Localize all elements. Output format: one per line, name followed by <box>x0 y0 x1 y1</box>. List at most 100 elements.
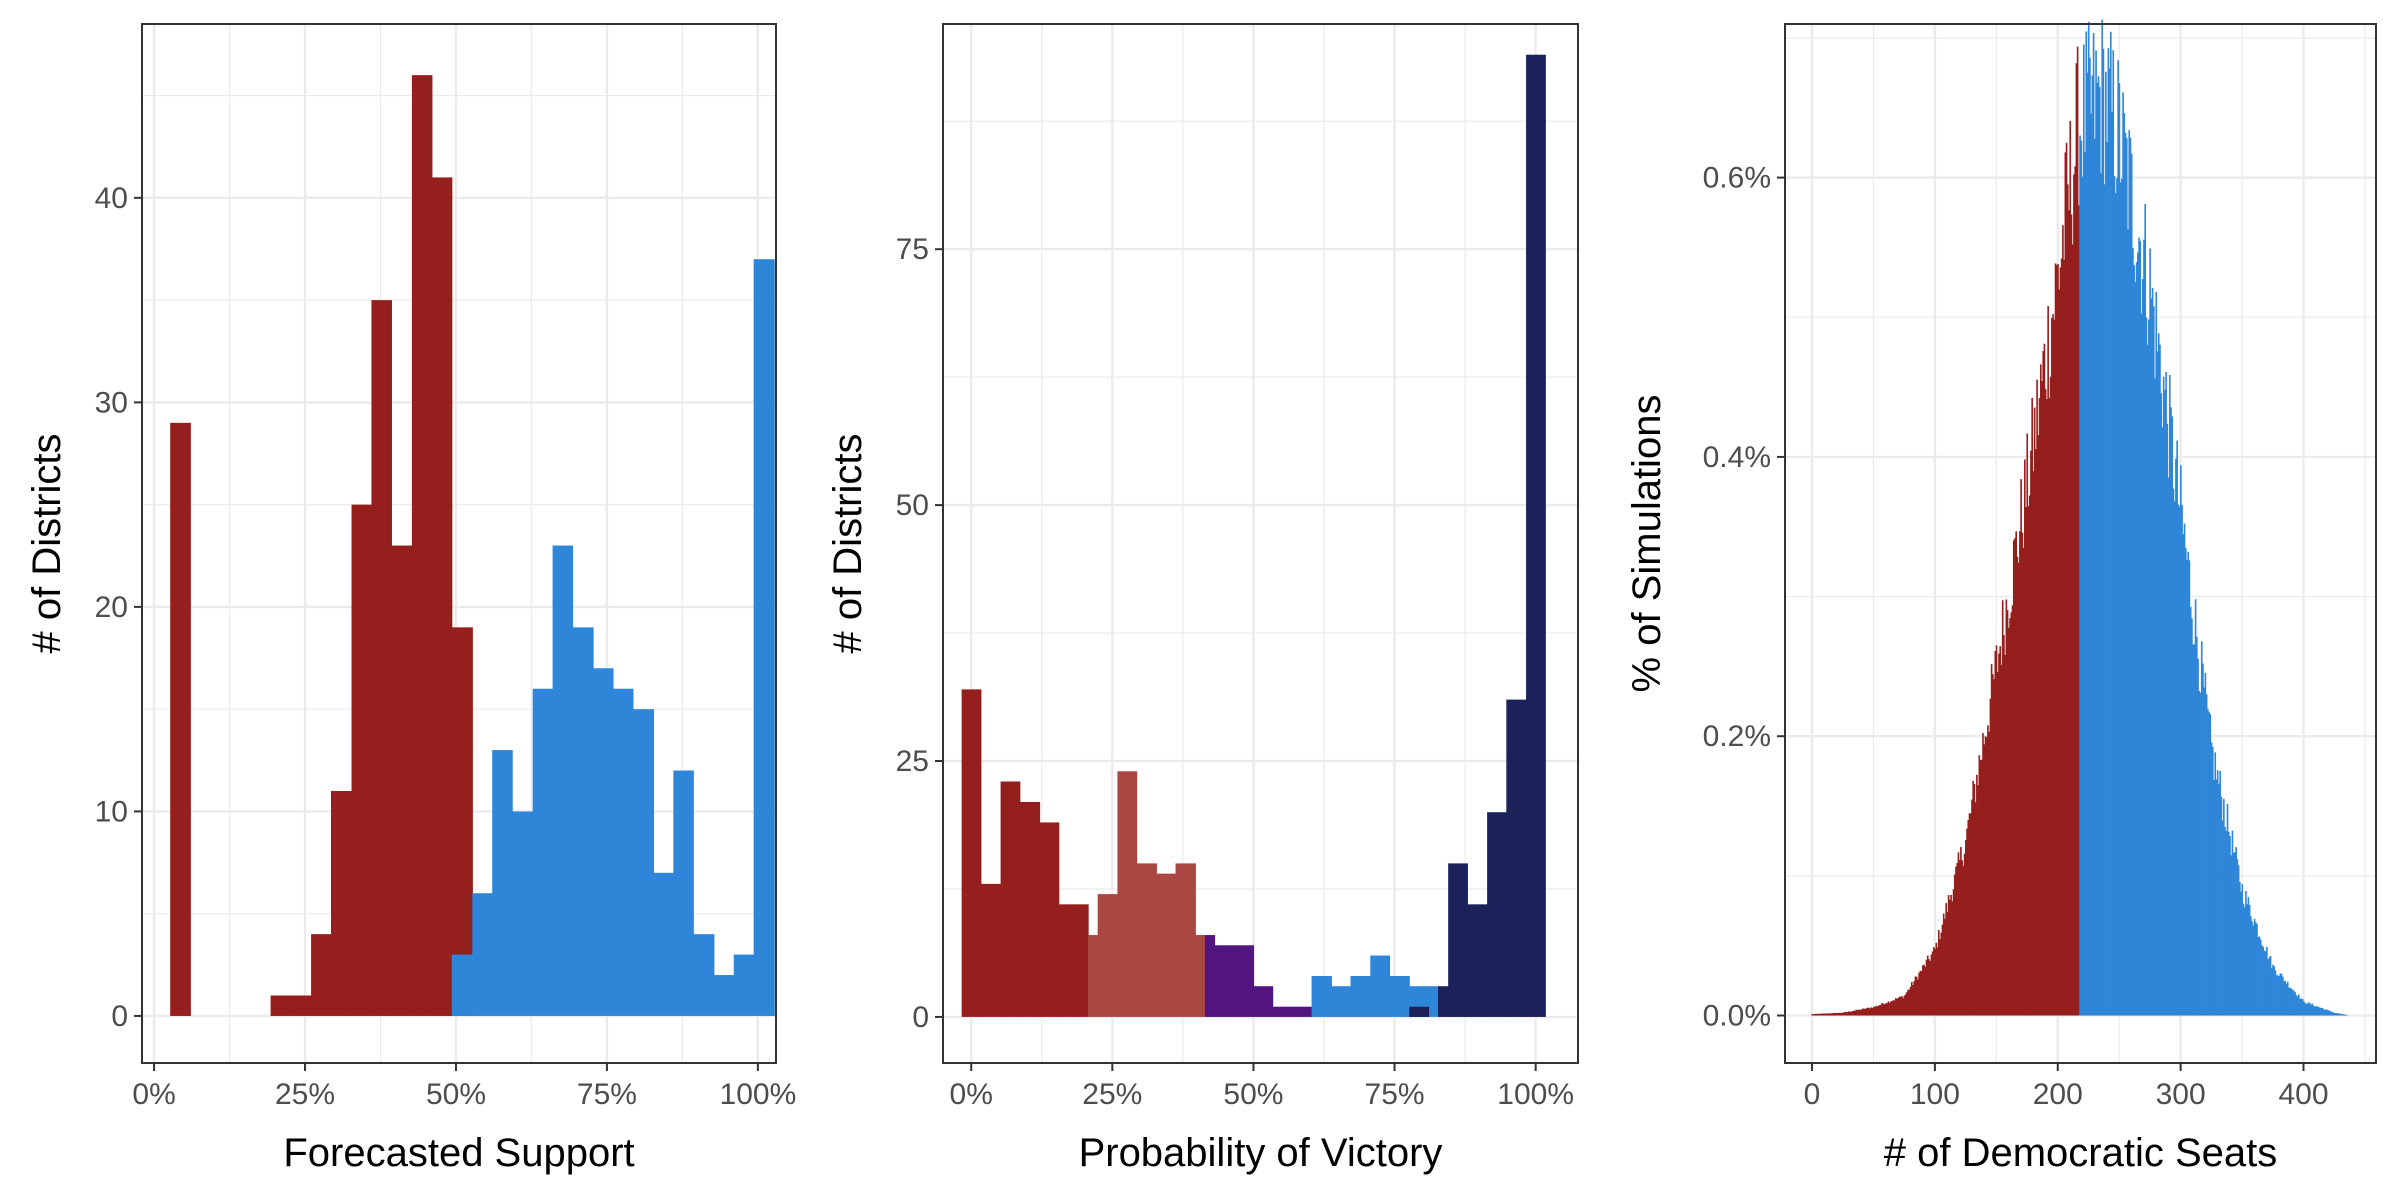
seat-bar <box>1861 1008 1864 1016</box>
seat-bar <box>2199 692 2202 1016</box>
seat-bar <box>2310 1004 2312 1016</box>
seat-bar <box>2214 752 2217 1016</box>
seat-bar <box>2252 925 2255 1016</box>
seat-bar <box>2251 921 2253 1016</box>
seat-bar <box>1929 960 1931 1016</box>
histogram-bar <box>291 995 312 1016</box>
histogram-bar <box>1195 935 1206 1017</box>
y-tick-label: 0.2% <box>1703 720 1771 753</box>
seat-bar <box>2221 820 2224 1016</box>
seat-bar <box>2203 687 2205 1016</box>
seat-bar <box>2008 627 2010 1016</box>
histogram-bar <box>632 709 655 1016</box>
seat-bar <box>2246 904 2249 1016</box>
seat-bar <box>2012 540 2015 1016</box>
seat-bar <box>2338 1013 2341 1016</box>
histogram-bar <box>1389 975 1410 1017</box>
seat-bar <box>1994 651 1997 1016</box>
seat-bar <box>1910 982 1913 1016</box>
seat-bar <box>2100 172 2102 1016</box>
histogram-bar <box>673 770 694 1016</box>
seat-bar <box>1848 1011 1850 1016</box>
panel-1-ticks: 0% 25% 50% 75% 100% 0 10 20 30 40 <box>95 182 797 1111</box>
seat-bar <box>1894 998 1897 1016</box>
seat-bar <box>2003 635 2005 1016</box>
seat-bar <box>2119 182 2122 1016</box>
seat-bar <box>2016 556 2019 1016</box>
seat-bar <box>1952 889 1955 1016</box>
histogram-bar <box>311 934 332 1016</box>
panel-2-x-axis-title: Probability of Victory <box>1079 1131 1443 1175</box>
seat-bar <box>2268 957 2271 1016</box>
seat-bar <box>2113 176 2116 1016</box>
seat-bar <box>2194 599 2197 1016</box>
seat-bar <box>2232 852 2235 1016</box>
seat-bar <box>2186 559 2188 1016</box>
seat-bar <box>2245 891 2247 1016</box>
seat-bar <box>1851 1011 1854 1016</box>
seat-bar <box>1933 947 1935 1016</box>
histogram-bar <box>270 995 292 1016</box>
histogram-bar <box>431 177 453 1016</box>
seat-bar <box>2225 830 2228 1016</box>
histogram-bar <box>1438 986 1449 1017</box>
histogram-bar <box>451 954 473 1016</box>
seat-bar <box>1923 964 1925 1016</box>
seat-bar <box>2295 995 2298 1016</box>
seat-bar <box>2014 538 2016 1016</box>
seat-bar <box>2258 936 2261 1016</box>
seat-bar <box>2117 60 2119 1016</box>
seat-bar <box>1832 1013 1834 1016</box>
seat-bar <box>2109 31 2112 1016</box>
seat-bar <box>1979 760 1982 1016</box>
seat-bar <box>1978 755 1981 1016</box>
y-tick-label: 75 <box>896 233 929 266</box>
seat-bar <box>1835 1013 1838 1016</box>
seat-bar <box>2143 239 2145 1016</box>
seat-bar <box>2010 612 2013 1016</box>
seat-bar <box>2198 690 2201 1016</box>
seat-bar <box>2236 858 2239 1016</box>
histogram-bar <box>371 300 392 1016</box>
seat-bar <box>2017 562 2020 1016</box>
seat-bar <box>1995 645 1998 1016</box>
x-tick-label: 0% <box>132 1078 175 1111</box>
histogram-bar <box>753 259 775 1016</box>
panel-1-border <box>141 23 777 1064</box>
seat-bar <box>2257 936 2260 1016</box>
seat-bar <box>1972 780 1975 1016</box>
histogram-bar <box>1311 975 1332 1017</box>
seat-bar <box>1971 799 1973 1016</box>
seat-bar <box>2146 344 2149 1016</box>
seat-bar <box>2149 248 2151 1016</box>
y-tick-label: 25 <box>896 745 929 778</box>
seat-bar <box>2230 855 2233 1016</box>
panel-democratic-seats: 0 100 200 300 400 0.0% 0.2% 0.4% 0.6% # of Democ… <box>1625 19 2377 1175</box>
seat-bar <box>1815 1013 1817 1016</box>
seat-bar <box>2205 694 2208 1016</box>
seat-bar <box>1883 1004 1886 1016</box>
histogram-bar <box>472 893 493 1016</box>
histogram-bar <box>1117 771 1138 1017</box>
seat-bar <box>2334 1013 2337 1016</box>
seat-bar <box>1893 1000 1896 1016</box>
seat-bar <box>2343 1014 2346 1016</box>
seat-bar <box>1831 1013 1833 1016</box>
seat-bar <box>2168 375 2171 1016</box>
seat-bar <box>2301 998 2304 1016</box>
seat-bar <box>2036 379 2038 1016</box>
seat-bar <box>2300 998 2303 1016</box>
histogram-bar <box>451 627 473 1016</box>
seat-bar <box>2042 350 2045 1016</box>
seat-bar <box>2229 835 2231 1016</box>
seat-bar <box>1934 948 1936 1016</box>
seat-bar <box>2176 440 2178 1016</box>
seat-bar <box>1985 737 1988 1016</box>
seat-bar <box>2030 450 2032 1016</box>
seat-bar <box>2005 599 2008 1016</box>
seat-bar <box>2156 351 2159 1016</box>
seat-bar <box>2079 135 2081 1016</box>
seat-bar <box>2191 618 2193 1016</box>
seat-bar <box>1839 1012 1842 1016</box>
seat-bar <box>2019 531 2021 1016</box>
